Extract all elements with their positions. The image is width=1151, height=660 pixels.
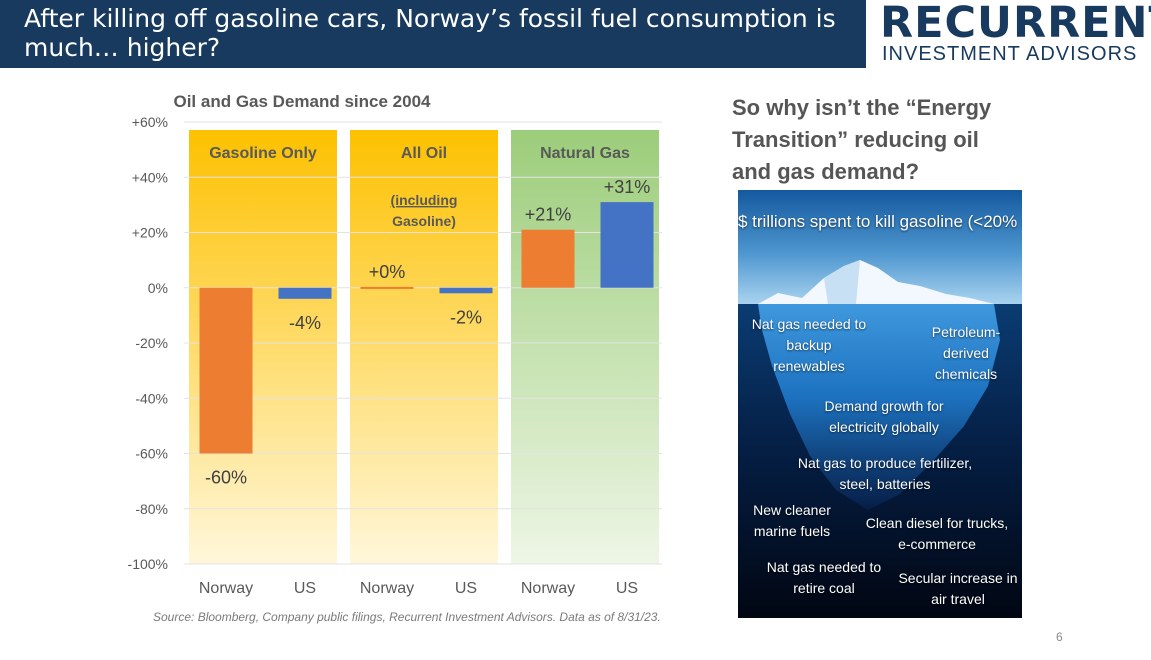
iceberg-label-coal: Nat gas needed to retire coal <box>766 559 882 596</box>
iceberg-label-backup: Nat gas needed to backup renewables <box>751 316 867 374</box>
oil-gas-demand-chart: +60% +40% +20% 0% -20% -40% -60% -80% -100% Oil a… <box>128 92 662 597</box>
iceberg-label-marine: New cleaner marine fuels <box>753 502 831 539</box>
y-tick-label: +60% <box>132 114 168 130</box>
x-tick-label: US <box>294 580 316 597</box>
panel-header: All Oil <box>401 145 447 162</box>
logo-wordmark: RECURRENT <box>880 0 1151 48</box>
x-tick-label: Norway <box>199 580 253 597</box>
y-tick-label: -100% <box>128 556 168 572</box>
y-tick-label: -80% <box>135 501 168 517</box>
iceberg-tip-label: $ trillions spent to kill gasoline (<20%… <box>738 212 1022 231</box>
bar-us-0 <box>278 287 332 299</box>
iceberg-illustration <box>738 190 1022 618</box>
bar-norway-2 <box>521 229 575 288</box>
slide-title: After killing off gasoline cars, Norway’… <box>24 4 836 62</box>
page-number: 6 <box>1056 630 1063 644</box>
source-note: Source: Bloomberg, Company public filing… <box>153 610 661 624</box>
iceberg-label-diesel: Clean diesel for trucks, e-commerce <box>865 515 1009 552</box>
company-logo: RECURRENT INVESTMENT ADVISORS <box>878 0 1151 66</box>
iceberg-label-chemicals: Petroleum-derived chemicals <box>931 324 1001 382</box>
data-label: -4% <box>289 313 321 333</box>
logo-tagline: INVESTMENT ADVISORS <box>882 43 1138 65</box>
panel-header: Natural Gas <box>540 145 630 162</box>
x-tick-label: Norway <box>521 580 575 597</box>
x-tick-label: US <box>455 580 477 597</box>
iceberg-label-electricity: Demand growth for electricity globally <box>824 398 944 435</box>
y-tick-label: -20% <box>135 335 168 351</box>
y-tick-label: -40% <box>135 390 168 406</box>
x-tick-label: Norway <box>360 580 414 597</box>
bar-us-2 <box>600 202 654 288</box>
y-tick-label: +40% <box>132 169 168 185</box>
chart-title: Oil and Gas Demand since 2004 <box>173 92 431 111</box>
panel-background-1 <box>350 130 498 564</box>
y-tick-label: 0% <box>148 280 168 296</box>
data-label: +21% <box>525 205 572 225</box>
data-label: -2% <box>450 307 482 327</box>
iceberg-label-fertilizer: Nat gas to produce fertilizer, steel, ba… <box>797 455 973 492</box>
data-label: -60% <box>205 468 247 488</box>
bar-us-1 <box>439 287 493 294</box>
title-banner: After killing off gasoline cars, Norway’… <box>0 0 866 68</box>
panel-subheader-2: Gasoline) <box>392 213 456 229</box>
panel-header: Gasoline Only <box>209 145 317 162</box>
y-tick-label: -60% <box>135 446 168 462</box>
bar-norway-1 <box>360 286 414 289</box>
data-label: +0% <box>369 262 406 282</box>
iceberg-graphic: $ trillions spent to kill gasoline (<20%… <box>738 190 1022 618</box>
data-label: +31% <box>604 177 651 197</box>
y-tick-label: +20% <box>132 225 168 241</box>
panel-subheader: (including <box>391 192 458 208</box>
iceberg-label-air-travel: Secular increase in air travel <box>898 570 1018 607</box>
bar-norway-0 <box>199 287 253 454</box>
x-tick-label: US <box>616 580 638 597</box>
iceberg-question: So why isn’t the “Energy Transition” red… <box>732 95 992 184</box>
